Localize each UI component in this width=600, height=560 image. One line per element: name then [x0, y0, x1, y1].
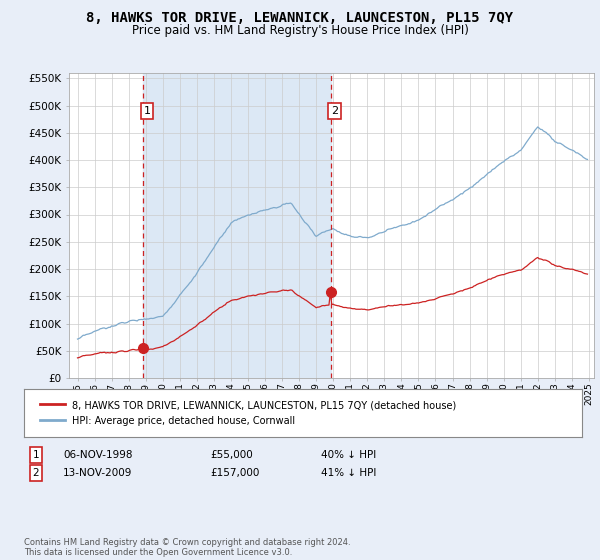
Text: Contains HM Land Registry data © Crown copyright and database right 2024.
This d: Contains HM Land Registry data © Crown c… — [24, 538, 350, 557]
Text: 41% ↓ HPI: 41% ↓ HPI — [321, 468, 376, 478]
Text: 2: 2 — [331, 106, 338, 116]
Text: 8, HAWKS TOR DRIVE, LEWANNICK, LAUNCESTON, PL15 7QY: 8, HAWKS TOR DRIVE, LEWANNICK, LAUNCESTO… — [86, 11, 514, 25]
Text: Price paid vs. HM Land Registry's House Price Index (HPI): Price paid vs. HM Land Registry's House … — [131, 24, 469, 36]
Text: 1: 1 — [143, 106, 151, 116]
Text: 2: 2 — [32, 468, 40, 478]
Text: £157,000: £157,000 — [210, 468, 259, 478]
Bar — [143, 73, 331, 378]
Text: £55,000: £55,000 — [210, 450, 253, 460]
Text: 1: 1 — [32, 450, 40, 460]
Text: 13-NOV-2009: 13-NOV-2009 — [63, 468, 133, 478]
Text: 40% ↓ HPI: 40% ↓ HPI — [321, 450, 376, 460]
Legend: 8, HAWKS TOR DRIVE, LEWANNICK, LAUNCESTON, PL15 7QY (detached house), HPI: Avera: 8, HAWKS TOR DRIVE, LEWANNICK, LAUNCESTO… — [34, 394, 463, 432]
Text: 06-NOV-1998: 06-NOV-1998 — [63, 450, 133, 460]
